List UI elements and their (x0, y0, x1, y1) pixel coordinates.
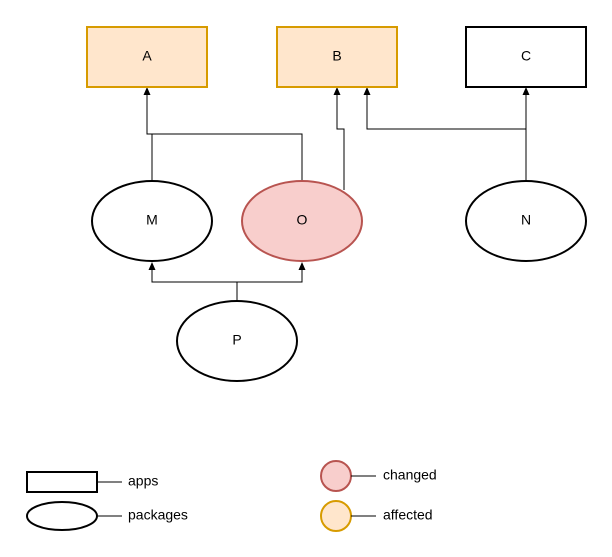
package-node-o-label: O (297, 212, 308, 228)
edge-p-to-o (237, 267, 303, 283)
package-node-m-label: M (146, 212, 158, 228)
arrowhead-c-from-n (522, 87, 530, 95)
arrowhead-o-from-p (298, 262, 306, 270)
edge-m-to-a (146, 92, 153, 181)
app-node-b-box (276, 26, 398, 88)
package-node-p-label: P (232, 332, 241, 348)
package-node-m-shape (91, 180, 213, 262)
arrowhead-b-from-n (363, 87, 371, 95)
legend-packages-swatch (26, 501, 98, 531)
edge-o-to-a (147, 133, 303, 181)
app-node-c-label: C (521, 48, 531, 64)
arrowhead-b-from-o (333, 87, 341, 95)
app-node-c-box (465, 26, 587, 88)
arrowhead-a-from-m (143, 87, 151, 95)
legend-item-affected: affected (320, 500, 433, 532)
edge-o-to-b (336, 92, 345, 190)
app-node-a-box (86, 26, 208, 88)
legend-changed-label: changed (383, 467, 437, 483)
app-node-b-label: B (332, 48, 341, 64)
legend-apps-label: apps (128, 473, 158, 489)
package-node-n: N (465, 180, 587, 262)
package-node-p-shape (176, 300, 298, 382)
app-node-c: C (465, 26, 587, 88)
package-node-n-shape (465, 180, 587, 262)
app-node-a-label: A (142, 48, 152, 64)
legend-item-changed: changed (320, 460, 437, 492)
package-node-m: M (91, 180, 213, 262)
legend: apps packages changed affected (26, 460, 437, 532)
package-node-o-shape (241, 180, 363, 262)
legend-apps-swatch (26, 471, 98, 493)
legend-item-packages: packages (26, 501, 188, 531)
legend-affected-swatch (320, 500, 352, 532)
legend-packages-label: packages (128, 507, 188, 523)
legend-affected-label: affected (383, 507, 433, 523)
app-node-a: A (86, 26, 208, 88)
legend-changed-swatch (320, 460, 352, 492)
package-node-o: O (241, 180, 363, 262)
package-node-p: P (176, 300, 298, 382)
edge-p-to-m (151, 267, 238, 301)
package-node-n-label: N (521, 212, 531, 228)
edge-n-to-b (366, 92, 527, 181)
legend-item-apps: apps (26, 471, 158, 493)
arrowhead-m-from-p (148, 262, 156, 270)
edges (143, 87, 530, 301)
app-node-b: B (276, 26, 398, 88)
